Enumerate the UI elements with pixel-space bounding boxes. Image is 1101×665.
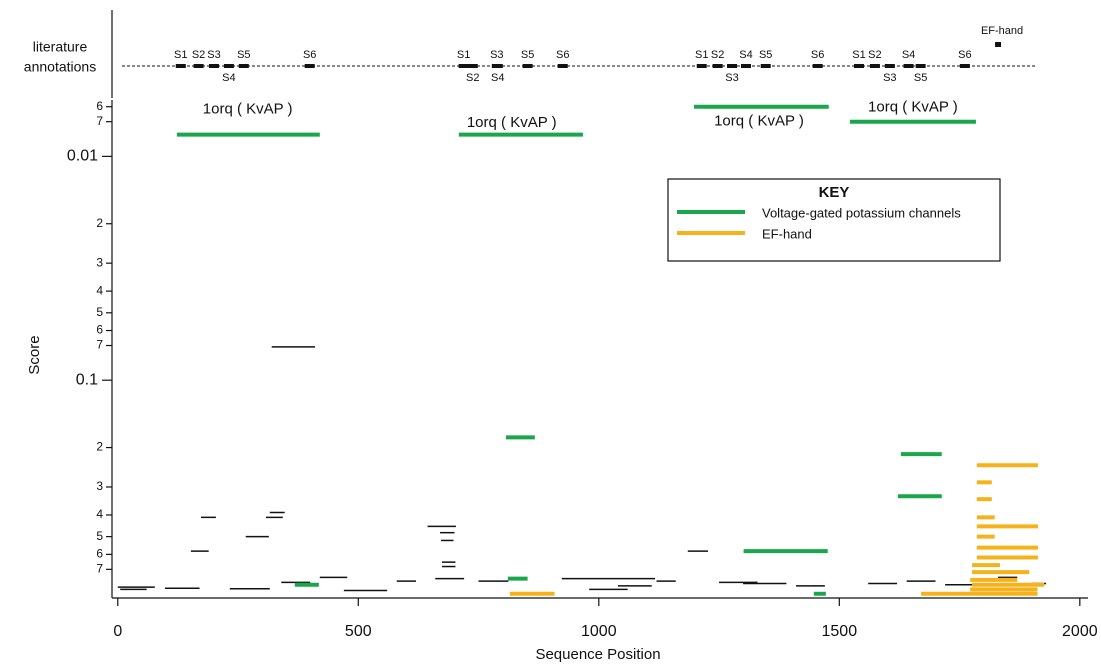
y-tick-label: 0.1: [76, 371, 98, 388]
annotation-label: S4: [902, 49, 915, 61]
annotation: 1orq ( KvAP ): [868, 98, 958, 115]
annotation-block: [995, 42, 1002, 47]
annotation-label: S1: [852, 49, 865, 61]
annotation-label: S2: [466, 72, 479, 84]
annotation-block: [223, 64, 234, 68]
annotation-label: S3: [207, 49, 220, 61]
annotation-label: S6: [811, 49, 824, 61]
x-tick-label: 1500: [822, 623, 858, 640]
y-tick-label: 3: [96, 255, 103, 269]
legend-label: Voltage-gated potassium channels: [762, 205, 961, 220]
y-tick-label: 5: [96, 529, 103, 543]
y-tick-label: 7: [96, 338, 103, 352]
annotation-block: [492, 64, 503, 68]
annotation-block: [458, 64, 469, 68]
annotation-label: S6: [303, 49, 316, 61]
annotation-block: [959, 64, 970, 68]
y-tick-label: 7: [96, 562, 103, 576]
annotation-block: [903, 64, 914, 68]
y-tick-label: 6: [96, 323, 103, 337]
annotation-block: [175, 64, 186, 68]
y-tick-label: 0.01: [67, 148, 98, 165]
annotation-label: S6: [556, 49, 569, 61]
annotation-block: [193, 64, 204, 68]
y-tick-label: 3: [96, 479, 103, 493]
track-label: annotations: [24, 59, 96, 75]
annotation-block: [208, 64, 219, 68]
annotation-label: S4: [491, 72, 504, 84]
annotation-block: [238, 64, 249, 68]
annotation-label: S4: [739, 49, 752, 61]
annotation-block: [304, 64, 315, 68]
annotation: 1orq ( KvAP ): [203, 100, 293, 117]
legend-title: KEY: [819, 184, 850, 201]
annotation-block: [522, 64, 533, 68]
x-axis-label: Sequence Position: [535, 646, 660, 663]
y-tick-label: 7: [96, 114, 103, 128]
annotation-label: S1: [695, 49, 708, 61]
y-tick-label: 6: [96, 547, 103, 561]
annotation-label: EF-hand: [981, 25, 1023, 37]
annotation-block: [727, 64, 738, 68]
annotation-label: S5: [759, 49, 772, 61]
annotation-label: S3: [490, 49, 503, 61]
annotation-block: [760, 64, 771, 68]
annotation-label: S2: [868, 49, 881, 61]
annotation-label: S4: [222, 72, 235, 84]
y-tick-label: 6: [96, 99, 103, 113]
annotation-block: [812, 64, 823, 68]
annotation-label: S5: [237, 49, 250, 61]
x-tick-label: 0: [113, 623, 122, 640]
annotation: 1orq ( KvAP ): [714, 113, 804, 130]
y-tick-label: 2: [96, 440, 103, 454]
y-tick-label: 4: [96, 507, 103, 521]
y-tick-label: 2: [96, 216, 103, 230]
annotation-label: S5: [521, 49, 534, 61]
annotation-block: [696, 64, 707, 68]
annotation-block: [740, 64, 751, 68]
track-label: literature: [33, 39, 88, 55]
legend-label: EF-hand: [762, 226, 812, 241]
annotation-label: S1: [174, 49, 187, 61]
annotation-label: S3: [883, 72, 896, 84]
annotation-block: [854, 64, 865, 68]
y-axis-label: Score: [26, 335, 43, 374]
legend-box: [667, 178, 1001, 262]
x-tick-label: 500: [345, 623, 372, 640]
annotation-label: S3: [725, 72, 738, 84]
annotation-block: [712, 64, 723, 68]
y-tick-label: 5: [96, 305, 103, 319]
annotation: 1orq ( KvAP ): [467, 114, 557, 131]
annotation-block: [557, 64, 568, 68]
annotation-block: [884, 64, 895, 68]
annotation-label: S1: [457, 49, 470, 61]
x-tick-label: 2000: [1062, 623, 1098, 640]
annotation-block: [915, 64, 926, 68]
annotation-label: S6: [958, 49, 971, 61]
annotation-label: S5: [914, 72, 927, 84]
annotation-label: S2: [711, 49, 724, 61]
x-tick-label: 1000: [581, 623, 617, 640]
annotation-block: [869, 64, 880, 68]
annotation-label: S2: [192, 49, 205, 61]
y-tick-label: 4: [96, 283, 103, 297]
annotation-block: [467, 64, 478, 68]
